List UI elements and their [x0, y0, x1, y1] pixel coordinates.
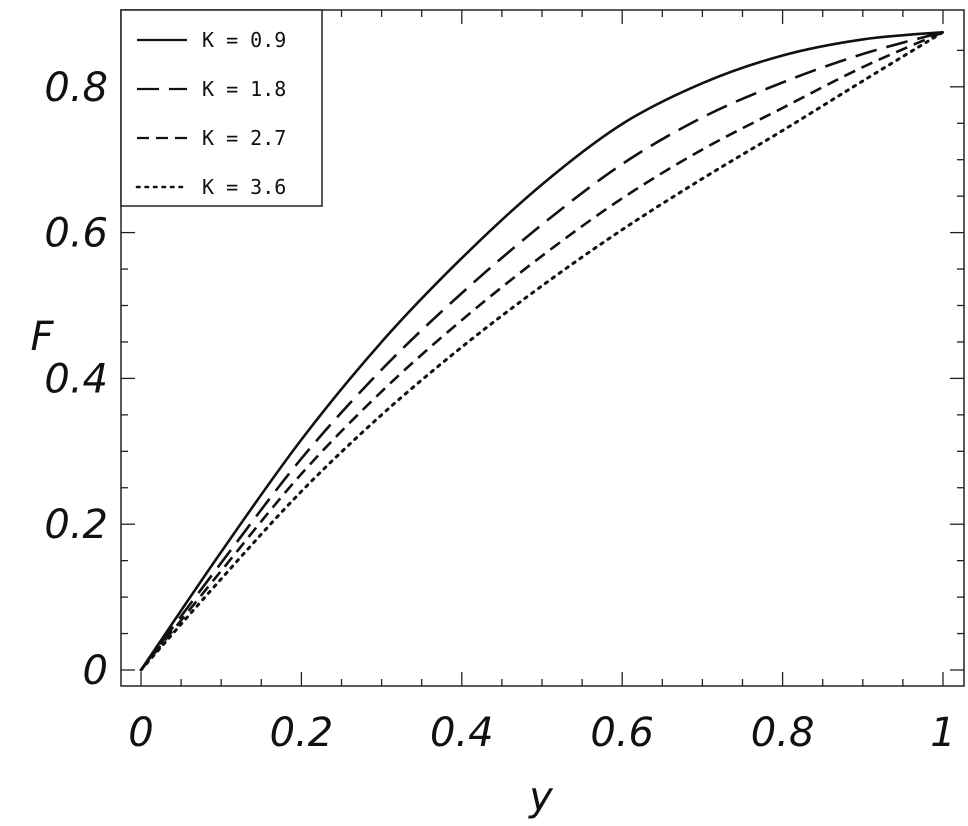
legend-label-3: K = 2.7	[202, 126, 286, 150]
x-tick-label: 0	[128, 710, 153, 756]
x-tick-label: 0.6	[590, 710, 654, 756]
y-tick-label: 0.2	[44, 502, 108, 548]
series-lines	[139, 30, 945, 672]
y-tick-label: 0.4	[44, 356, 108, 402]
legend-label-4: K = 3.6	[202, 175, 286, 199]
legend-label-1: K = 0.9	[202, 28, 286, 52]
series-line-1	[139, 30, 944, 671]
series-line-4	[139, 30, 945, 672]
x-tick-label: 0.4	[430, 710, 494, 756]
legend-box	[120, 9, 323, 207]
x-tick-label: 0.2	[270, 710, 334, 756]
y-tick-label: 0	[83, 648, 108, 694]
x-tick-label: 1	[930, 710, 955, 756]
y-tick-label: 0.6	[44, 211, 108, 257]
x-tick-label: 0.8	[751, 710, 815, 756]
legend: K = 0.9 K = 1.8 K = 2.7 K = 3.6	[120, 9, 323, 207]
y-tick-label: 0.8	[44, 65, 108, 111]
series-line-2	[139, 30, 944, 671]
y-axis-label: F	[30, 314, 54, 360]
axis-tick-labels: 0 0.2 0.4 0.6 0.8 1 0 0.2 0.4 0.6 0.8	[44, 65, 955, 756]
x-axis-label: y	[528, 774, 554, 820]
series-line-3	[139, 30, 944, 671]
legend-label-2: K = 1.8	[202, 77, 286, 101]
